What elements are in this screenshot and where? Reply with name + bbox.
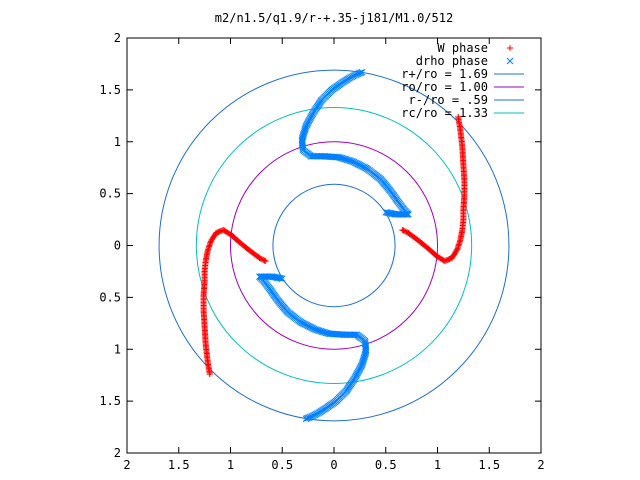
drho-phase-point [334,153,342,161]
y-tick-label: 0 [114,239,121,253]
y-tick-label: 2 [114,446,121,460]
legend: W phase drho phase r+/ro = 1.69 ro/ro = … [401,41,524,120]
axis-ticks: 2 1.5 1 0.5 0 0.5 1 1.5 221.510.500.511.52 [99,31,544,472]
legend-label-ro: ro/ro = 1.00 [401,80,488,94]
drho-phase-point [276,274,284,282]
drho-phase-point [361,340,369,348]
y-tick-label: 1 [114,342,121,356]
x-tick-label: 0.5 [271,458,293,472]
drho-phase-point [383,209,391,216]
x-tick-label: 0.5 [375,458,397,472]
chart-title: m2/n1.5/q1.9/r-+.35-j181/M1.0/512 [215,11,453,25]
circle-r-ro-1-69 [158,69,510,422]
circle-ro-ro-1-00 [230,141,438,350]
reference-circles [158,69,510,422]
phase-markers [200,68,468,423]
drho-phase-point [382,208,390,216]
drho-phase-point [277,275,285,282]
legend-label-r-minus: r-/ro = .59 [409,93,488,107]
w-phase-point [400,227,407,234]
legend-sample-drho-phase [506,57,514,65]
legend-label-w-phase: W phase [437,41,488,55]
x-tick-label: 1 [227,458,234,472]
y-tick-label: 0.5 [99,187,121,201]
x-tick-label: 1.5 [168,458,190,472]
legend-label-rc: rc/ro = 1.33 [401,106,488,120]
legend-label-r-plus: r+/ro = 1.69 [401,67,488,81]
w-phase-point [261,257,268,264]
drho-phase-point [299,143,307,151]
y-tick-label: 1 [114,135,121,149]
y-tick-label: 0.5 [99,290,121,304]
drho-phase-point [326,330,334,338]
drho-phase-point [384,209,392,217]
y-tick-label: 1.5 [99,83,121,97]
w-phase-point [399,226,406,233]
drho-phase-point [278,275,286,283]
w-phase-point [262,258,269,265]
x-tick-label: 1.5 [478,458,500,472]
circle-rc-ro-1-33 [195,107,473,384]
legend-label-drho-phase: drho phase [416,54,488,68]
x-tick-label: 1 [434,458,441,472]
x-tick-label: 2 [537,458,544,472]
y-tick-label: 1.5 [99,394,121,408]
circle-r-ro-59 [272,183,396,308]
x-tick-label: 0 [330,458,337,472]
legend-sample-w-phase [507,45,513,51]
x-tick-label: 2 [123,458,130,472]
y-tick-label: 2 [114,31,121,45]
